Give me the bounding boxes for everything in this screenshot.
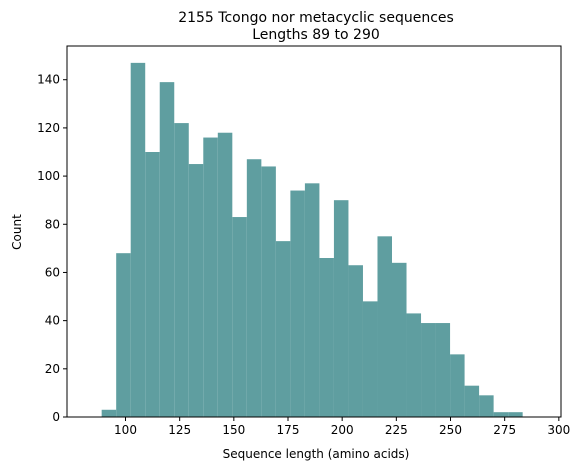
histogram-bar bbox=[275, 241, 291, 417]
histogram-bar bbox=[493, 412, 509, 417]
histogram-bar bbox=[450, 354, 465, 417]
histogram-bar bbox=[188, 164, 204, 417]
histogram-bar bbox=[333, 200, 349, 417]
x-tick-label: 300 bbox=[547, 423, 570, 437]
histogram-bar bbox=[377, 236, 392, 417]
x-tick-label: 250 bbox=[439, 423, 462, 437]
histogram-bar bbox=[145, 152, 160, 417]
histogram-bar bbox=[348, 265, 363, 417]
histogram-bar bbox=[232, 217, 247, 417]
histogram-bar bbox=[174, 123, 189, 417]
x-axis-label: Sequence length (amino acids) bbox=[223, 447, 410, 461]
histogram-bar bbox=[464, 385, 480, 417]
y-tick-label: 140 bbox=[37, 73, 60, 87]
x-tick-label: 100 bbox=[114, 423, 137, 437]
y-axis-ticks: 0 20 40 60 80 100 120 140 bbox=[37, 73, 67, 424]
histogram-bar bbox=[508, 412, 523, 417]
histogram-bar bbox=[304, 183, 320, 417]
x-axis-ticks: 100 125 150 175 200 225 250 275 300 bbox=[114, 417, 570, 437]
x-tick-label: 200 bbox=[331, 423, 354, 437]
y-tick-label: 20 bbox=[45, 362, 60, 376]
histogram-bar bbox=[159, 82, 175, 418]
histogram-bar bbox=[130, 62, 146, 417]
histogram-bar bbox=[406, 313, 422, 417]
x-tick-label: 275 bbox=[493, 423, 516, 437]
histogram-bar bbox=[392, 262, 407, 417]
y-tick-label: 0 bbox=[52, 410, 60, 424]
x-tick-label: 175 bbox=[277, 423, 300, 437]
chart-subtitle: Lengths 89 to 290 bbox=[252, 27, 380, 43]
histogram-bar bbox=[261, 166, 276, 417]
histogram-bar bbox=[435, 323, 451, 417]
x-tick-label: 150 bbox=[222, 423, 245, 437]
y-tick-label: 60 bbox=[45, 265, 60, 279]
y-tick-label: 80 bbox=[45, 217, 60, 231]
y-tick-label: 40 bbox=[45, 314, 60, 328]
chart-title: 2155 Tcongo nor metacyclic sequences bbox=[178, 10, 454, 26]
x-tick-label: 225 bbox=[385, 423, 408, 437]
plot-frame bbox=[66, 45, 562, 418]
histogram-bar bbox=[101, 409, 117, 417]
histogram-bar bbox=[116, 253, 131, 417]
bars-group bbox=[101, 62, 523, 418]
histogram-bar bbox=[246, 159, 262, 417]
histogram-bar bbox=[319, 258, 334, 417]
histogram-bar bbox=[217, 132, 233, 417]
histogram-bar bbox=[362, 301, 378, 417]
y-tick-label: 100 bbox=[37, 169, 60, 183]
y-tick-label: 120 bbox=[37, 121, 60, 135]
histogram-bar bbox=[421, 323, 436, 417]
x-tick-label: 125 bbox=[168, 423, 191, 437]
y-axis-label: Count bbox=[10, 214, 24, 250]
histogram-bar bbox=[203, 137, 218, 417]
histogram-bar bbox=[290, 190, 305, 417]
histogram-bar bbox=[479, 395, 494, 417]
